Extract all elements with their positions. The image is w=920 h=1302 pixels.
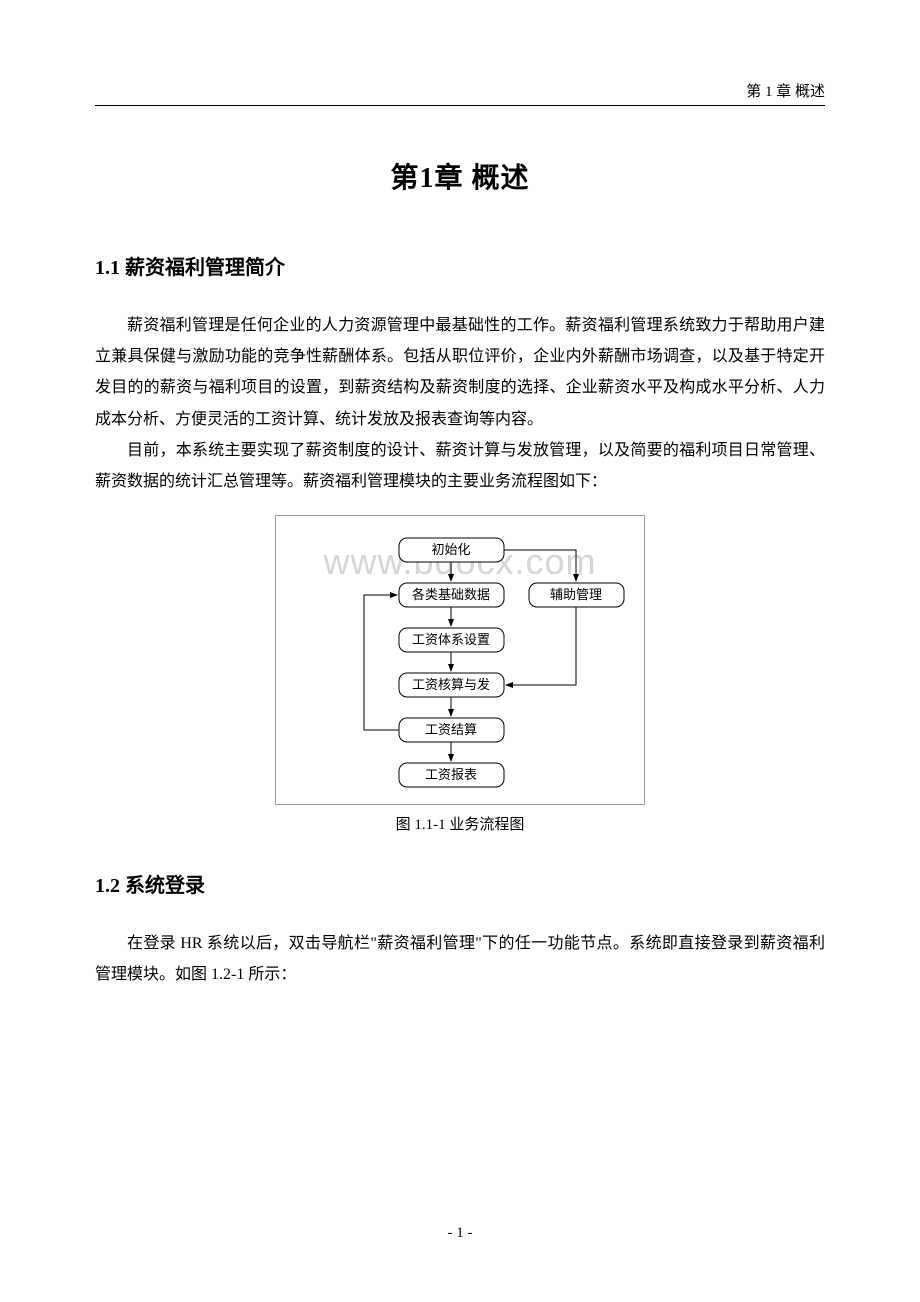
section-1-para-1: 薪资福利管理是任何企业的人力资源管理中最基础性的工作。薪资福利管理系统致力于帮助… xyxy=(95,310,825,435)
flow-node-init-label: 初始化 xyxy=(431,542,470,557)
flow-edge xyxy=(504,550,576,581)
flow-node-report-label: 工资报表 xyxy=(425,767,477,782)
flow-edge xyxy=(364,595,399,730)
section-1-content: 薪资福利管理是任何企业的人力资源管理中最基础性的工作。薪资福利管理系统致力于帮助… xyxy=(95,310,825,497)
section-2-title: 1.2 系统登录 xyxy=(95,869,825,898)
figure-caption: 图 1.1-1 业务流程图 xyxy=(95,813,825,834)
page-number: - 1 - xyxy=(448,1225,473,1242)
chapter-title: 第1章 概述 xyxy=(95,156,825,196)
flow-edge xyxy=(506,607,576,685)
flowchart-container: www.bdocx.com 初始化 各类基础数据 辅助管理 工资体系设置 工资核… xyxy=(95,515,825,805)
section-1-para-2: 目前，本系统主要实现了薪资制度的设计、薪资计算与发放管理，以及简要的福利项目日常… xyxy=(95,435,825,497)
section-2-content: 在登录 HR 系统以后，双击导航栏"薪资福利管理"下的任一功能节点。系统即直接登… xyxy=(95,928,825,990)
flow-node-assist-label: 辅助管理 xyxy=(550,587,602,602)
flow-node-settle-label: 工资结算 xyxy=(425,722,477,737)
flowchart-svg: 初始化 各类基础数据 辅助管理 工资体系设置 工资核算与发 工资结算 工资报表 xyxy=(294,528,634,798)
flowchart-border: www.bdocx.com 初始化 各类基础数据 辅助管理 工资体系设置 工资核… xyxy=(275,515,645,805)
section-1-title: 1.1 薪资福利管理简介 xyxy=(95,251,825,280)
header-text: 第 1 章 概述 xyxy=(746,84,825,100)
section-2-para-1: 在登录 HR 系统以后，双击导航栏"薪资福利管理"下的任一功能节点。系统即直接登… xyxy=(95,928,825,990)
flow-node-calc-label: 工资核算与发 xyxy=(412,677,490,692)
flow-node-system-label: 工资体系设置 xyxy=(412,632,490,647)
flow-node-basedata-label: 各类基础数据 xyxy=(412,587,490,602)
page-header: 第 1 章 概述 xyxy=(95,80,825,106)
